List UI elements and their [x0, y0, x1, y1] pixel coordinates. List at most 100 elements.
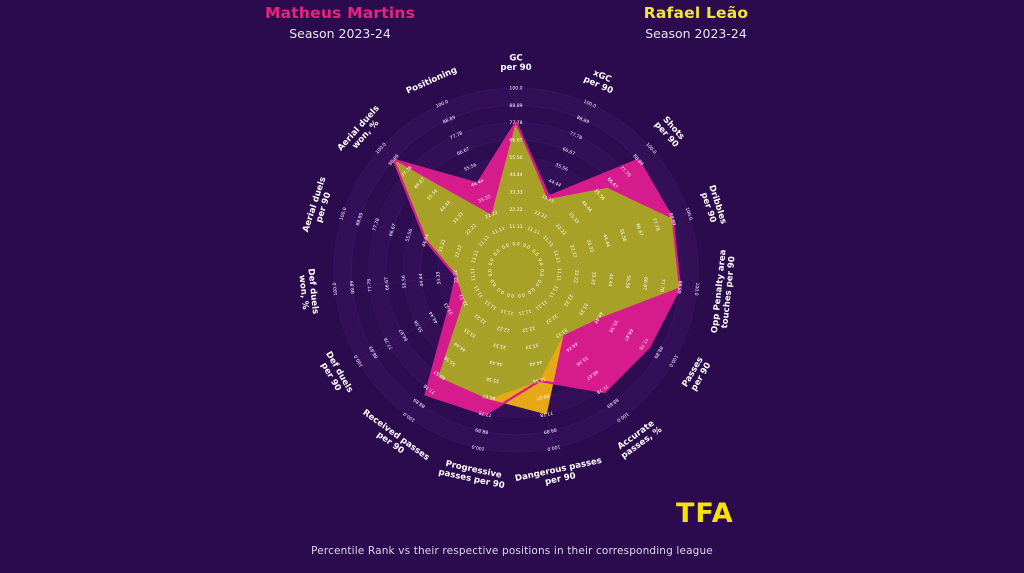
svg-text:33.33: 33.33 [477, 194, 492, 205]
svg-text:Dangerous passesper 90: Dangerous passesper 90 [514, 455, 605, 493]
svg-text:22.22: 22.22 [572, 269, 579, 283]
svg-text:44.44: 44.44 [428, 310, 440, 324]
svg-text:33.33: 33.33 [509, 190, 522, 196]
svg-text:88.89: 88.89 [667, 212, 677, 226]
svg-text:100.0: 100.0 [353, 353, 365, 367]
svg-text:0.0: 0.0 [522, 242, 531, 250]
svg-text:77.78: 77.78 [658, 278, 665, 292]
svg-text:44.44: 44.44 [418, 273, 425, 287]
svg-text:66.67: 66.67 [561, 146, 576, 157]
svg-text:Aerial duelsper 90: Aerial duelsper 90 [301, 176, 337, 237]
svg-text:88.89: 88.89 [355, 212, 365, 226]
svg-text:44.44: 44.44 [509, 172, 522, 178]
svg-text:44.44: 44.44 [547, 178, 562, 189]
svg-text:33.33: 33.33 [589, 271, 596, 285]
svg-text:22.22: 22.22 [496, 325, 510, 334]
svg-text:Def duelsper 90: Def duelsper 90 [315, 350, 355, 400]
svg-text:44.44: 44.44 [601, 234, 611, 248]
svg-text:Progressivepasses per 90: Progressivepasses per 90 [438, 458, 508, 491]
svg-text:88.89: 88.89 [475, 426, 489, 435]
chart-header: Matheus Martins Season 2023-24 Rafael Le… [0, 0, 1024, 46]
svg-text:55.56: 55.56 [413, 319, 425, 333]
svg-text:0.0: 0.0 [489, 278, 498, 287]
svg-text:55.56: 55.56 [509, 155, 522, 161]
svg-text:0.0: 0.0 [496, 286, 505, 295]
svg-text:100.0: 100.0 [338, 207, 348, 221]
svg-text:33.33: 33.33 [437, 239, 447, 253]
svg-text:33.33: 33.33 [435, 271, 442, 285]
svg-text:33.33: 33.33 [493, 341, 507, 350]
svg-text:66.67: 66.67 [384, 277, 391, 291]
svg-text:77.78: 77.78 [449, 130, 464, 141]
svg-text:22.22: 22.22 [484, 210, 499, 221]
svg-text:88.89: 88.89 [652, 345, 664, 359]
svg-text:xGCper 90: xGCper 90 [582, 65, 618, 96]
player-left-name: Matheus Martins [264, 4, 415, 22]
svg-text:11.11: 11.11 [518, 308, 532, 317]
svg-text:44.44: 44.44 [592, 310, 604, 324]
player-right-season: Season 2023-24 [645, 26, 747, 41]
svg-text:0.0: 0.0 [492, 248, 501, 258]
svg-text:Positioning: Positioning [405, 65, 459, 96]
player-right-name: Rafael Leão [643, 4, 749, 22]
svg-text:0.0: 0.0 [526, 286, 535, 295]
svg-text:88.89: 88.89 [368, 345, 380, 359]
svg-text:55.56: 55.56 [532, 375, 546, 384]
svg-text:22.22: 22.22 [568, 244, 578, 258]
tfa-logo: TFA [676, 498, 734, 529]
svg-text:44.44: 44.44 [607, 273, 614, 287]
svg-text:88.89: 88.89 [349, 280, 356, 294]
svg-text:11.11: 11.11 [470, 268, 477, 282]
svg-text:77.78: 77.78 [637, 336, 649, 350]
svg-text:22.22: 22.22 [521, 325, 535, 334]
svg-text:77.78: 77.78 [478, 409, 492, 418]
svg-text:66.67: 66.67 [388, 223, 398, 237]
svg-text:55.56: 55.56 [624, 275, 631, 289]
svg-text:0.0: 0.0 [488, 258, 496, 267]
svg-text:Accuratepasses, %: Accuratepasses, % [613, 417, 664, 461]
svg-text:66.67: 66.67 [398, 327, 410, 341]
svg-text:66.67: 66.67 [456, 146, 471, 157]
svg-text:0.0: 0.0 [512, 242, 519, 248]
svg-text:33.33: 33.33 [525, 341, 539, 350]
svg-text:11.11: 11.11 [526, 225, 541, 236]
svg-text:55.56: 55.56 [404, 228, 414, 242]
player-left-header: Matheus Martins Season 2023-24 [190, 4, 490, 41]
svg-text:66.67: 66.67 [536, 392, 550, 401]
svg-text:0.0: 0.0 [536, 258, 544, 267]
radar-chart: 0.0 11.11 22.22 33.33 44.44 55.56 66.67 77.78 88… [276, 30, 756, 510]
svg-text:0.0: 0.0 [530, 248, 539, 258]
svg-text:66.67: 66.67 [509, 137, 522, 143]
svg-text:100.0: 100.0 [509, 86, 522, 92]
svg-text:22.22: 22.22 [533, 210, 548, 221]
svg-text:100.0: 100.0 [693, 282, 700, 296]
svg-text:55.56: 55.56 [607, 319, 619, 333]
svg-text:11.11: 11.11 [509, 224, 522, 230]
svg-text:0.0: 0.0 [534, 278, 543, 287]
svg-text:66.67: 66.67 [622, 328, 634, 342]
svg-text:100.0: 100.0 [471, 443, 485, 452]
svg-text:44.44: 44.44 [529, 358, 543, 367]
svg-text:33.33: 33.33 [443, 301, 455, 315]
svg-text:22.22: 22.22 [509, 207, 522, 213]
svg-text:88.89: 88.89 [676, 280, 683, 294]
svg-text:Def duelswon, %: Def duelswon, % [296, 268, 320, 316]
svg-text:100.0: 100.0 [684, 207, 694, 221]
svg-text:66.67: 66.67 [634, 223, 644, 237]
svg-text:77.78: 77.78 [509, 120, 522, 126]
svg-text:11.11: 11.11 [500, 308, 514, 317]
svg-text:44.44: 44.44 [489, 358, 503, 367]
svg-text:22.22: 22.22 [452, 269, 459, 283]
svg-text:55.56: 55.56 [463, 162, 478, 173]
svg-text:0.0: 0.0 [501, 242, 510, 250]
svg-text:77.78: 77.78 [371, 217, 381, 231]
svg-text:0.0: 0.0 [517, 291, 525, 298]
svg-text:100.0: 100.0 [667, 354, 679, 368]
svg-text:100.0: 100.0 [547, 443, 561, 452]
radar-series-polygons [392, 121, 682, 416]
svg-text:55.56: 55.56 [618, 228, 628, 242]
svg-text:11.11: 11.11 [491, 225, 506, 236]
svg-text:55.56: 55.56 [554, 162, 569, 173]
svg-text:77.78: 77.78 [366, 278, 373, 292]
